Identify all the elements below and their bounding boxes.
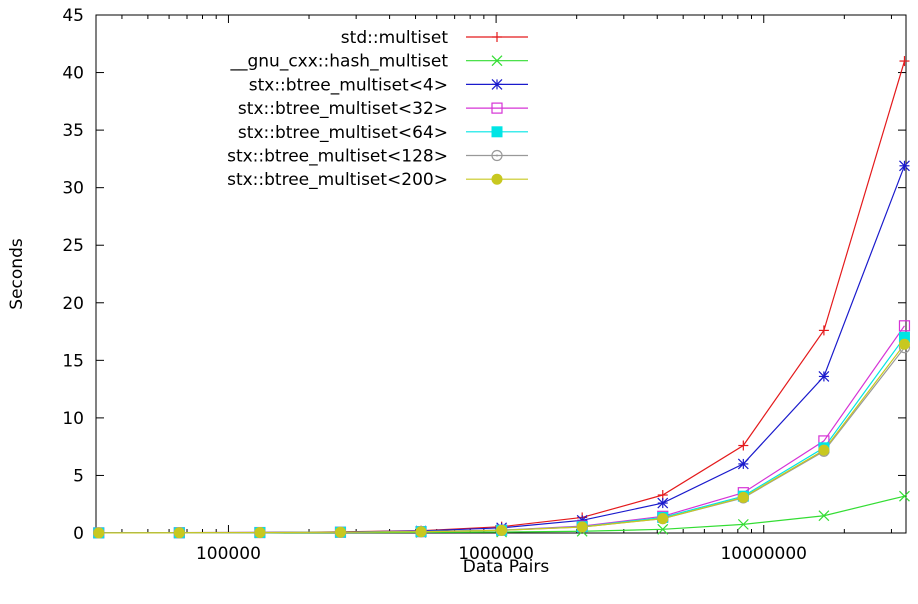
y-tick-label: 0 (73, 524, 84, 544)
y-tick-label: 5 (73, 466, 84, 486)
data-point (491, 78, 503, 90)
data-point (657, 523, 669, 535)
marker-shape (818, 444, 830, 456)
legend: std::multiset__gnu_cxx::hash_multisetstx… (227, 28, 528, 190)
data-point (491, 55, 503, 67)
marker-stroke (899, 160, 910, 172)
data-point (657, 497, 669, 509)
marker-shape (415, 526, 427, 538)
marker-stroke (491, 55, 503, 67)
data-point (491, 149, 503, 162)
series-line (98, 165, 906, 534)
data-point (818, 325, 829, 336)
y-tick-label: 45 (62, 6, 84, 26)
marker-stroke (657, 497, 669, 509)
marker-shape (491, 126, 503, 138)
axis-ticks: 0 5 10 15 20 25 30 35 40 45 100000 1000000 10000000 (62, 6, 906, 564)
data-point (899, 490, 910, 502)
data-point (491, 126, 503, 138)
data-point (492, 32, 502, 42)
data-point (898, 320, 911, 332)
marker-stroke (737, 458, 749, 470)
data-point (415, 526, 427, 538)
marker-shape (491, 102, 503, 114)
series-line (98, 347, 905, 534)
data-point (657, 513, 669, 525)
marker-shape (491, 149, 503, 162)
y-tick-label: 25 (62, 236, 84, 256)
data-point (491, 102, 503, 114)
marker-shape (334, 526, 346, 538)
data-point (737, 458, 749, 470)
marker-stroke (737, 518, 749, 530)
data-point (496, 524, 508, 536)
data-point (737, 518, 749, 530)
series-line (98, 336, 905, 534)
marker-stroke (657, 523, 669, 535)
marker-shape (173, 527, 185, 539)
x-tick-label: 100000 (196, 544, 261, 564)
data-point (899, 160, 910, 172)
marker-stroke (899, 490, 910, 502)
data-point (818, 444, 830, 456)
data-point (737, 491, 749, 503)
y-tick-label: 20 (62, 294, 84, 314)
series-markers (93, 56, 911, 539)
data-point (334, 526, 346, 538)
marker-shape (491, 173, 503, 185)
legend-label: stx::btree_multiset<200> (227, 170, 448, 190)
legend-label: stx::btree_multiset<128> (227, 147, 448, 167)
y-tick-label: 30 (62, 179, 84, 199)
data-point (899, 56, 910, 67)
marker-dot (496, 154, 498, 157)
data-point (576, 521, 588, 533)
x-tick-label: 10000000 (720, 544, 807, 564)
y-tick-label: 40 (62, 64, 84, 84)
marker-stroke (818, 371, 830, 382)
marker-shape (93, 527, 105, 539)
legend-label: stx::btree_multiset<32> (238, 99, 448, 119)
series-line (98, 325, 905, 534)
data-point (738, 440, 749, 451)
plot-frame (95, 14, 907, 534)
y-tick-label: 10 (62, 409, 84, 429)
data-point (898, 338, 910, 350)
marker-shape (576, 521, 588, 533)
marker-shape (657, 513, 669, 525)
x-tick-label: 1000000 (458, 544, 534, 564)
marker-stroke (818, 510, 830, 522)
data-point (491, 173, 503, 185)
series-line (98, 343, 905, 534)
x-axis-title: Data Pairs (463, 557, 550, 577)
data-point (254, 527, 266, 539)
data-point (818, 371, 830, 382)
y-tick-label: 15 (62, 351, 84, 371)
marker-shape (254, 527, 266, 539)
y-tick-label: 35 (62, 121, 84, 141)
y-axis-title: Seconds (7, 238, 27, 310)
marker-shape (898, 320, 911, 332)
legend-label: stx::btree_multiset<64> (238, 123, 448, 143)
data-point (173, 527, 185, 539)
marker-shape (496, 524, 508, 536)
marker-shape (898, 338, 910, 350)
marker-shape (737, 491, 749, 503)
legend-label: stx::btree_multiset<4> (249, 75, 448, 95)
data-point (818, 510, 830, 522)
legend-label: __gnu_cxx::hash_multiset (229, 52, 448, 72)
data-point (93, 527, 105, 539)
marker-stroke (491, 78, 503, 90)
legend-label: std::multiset (341, 28, 449, 48)
